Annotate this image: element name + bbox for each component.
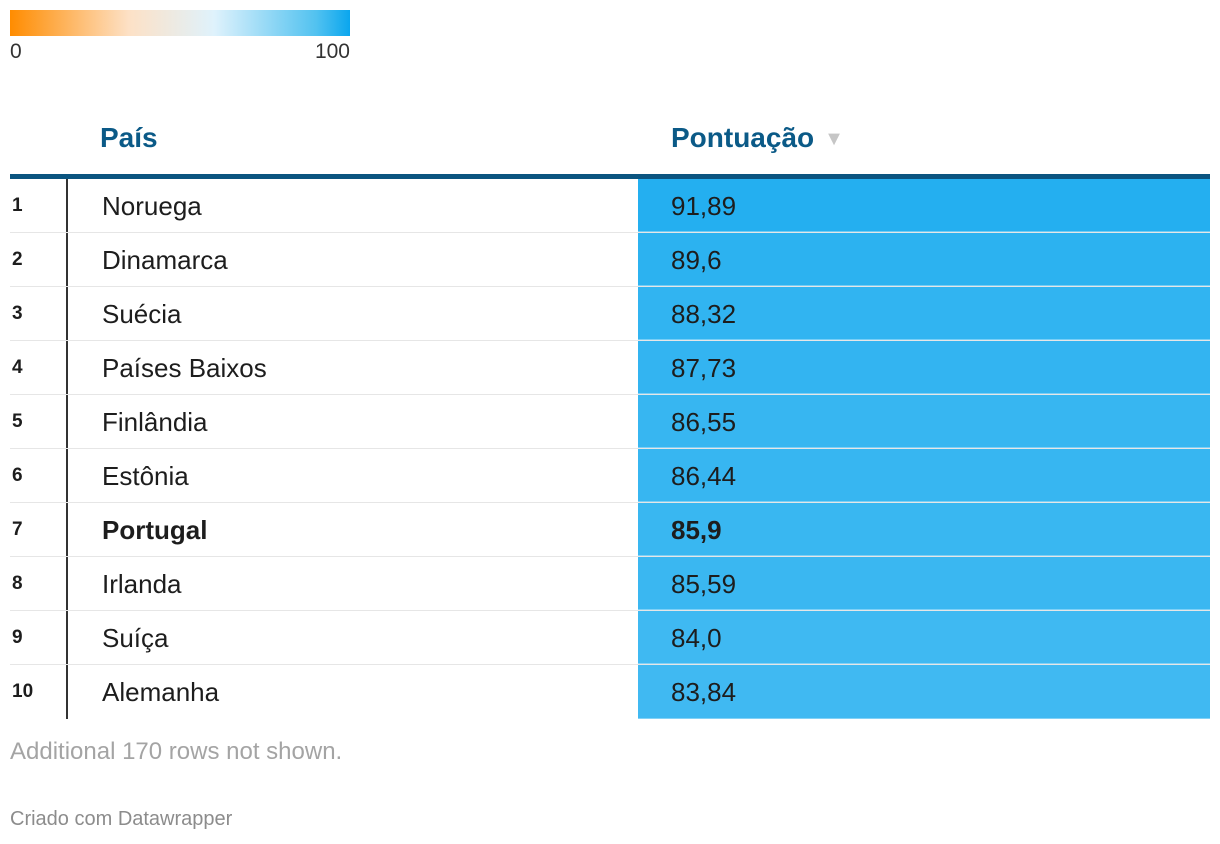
score-column-label: Pontuação [671,122,815,153]
score-heat-cell: 86,44 [638,449,1210,502]
row-score: 86,55 [671,407,737,437]
row-score: 87,73 [671,353,737,383]
row-rank: 10 [10,665,68,719]
row-score: 83,84 [671,677,737,707]
table-row: 10 Alemanha 83,84 [10,665,1210,719]
table-row: 6 Estônia 86,44 [10,449,1210,503]
row-rank: 3 [10,287,68,340]
table-body: 1 Noruega 91,89 2 Dinamarca 89,6 3 Suécia 88,32 4… [10,179,1210,719]
row-country: Dinamarca [102,245,228,275]
ranking-table: País Pontuação ▼ 1 Noruega 91,89 2 Dinamarca… [10,110,1210,719]
row-country: Suécia [102,299,182,329]
row-rank: 6 [10,449,68,502]
row-country: Noruega [102,191,202,221]
row-country: Alemanha [102,677,220,707]
row-country: Suíça [102,623,169,653]
row-country: Finlândia [102,407,208,437]
table-row: 1 Noruega 91,89 [10,179,1210,233]
score-heat-cell: 88,32 [638,287,1210,340]
score-heat-cell: 84,0 [638,611,1210,664]
row-score: 85,9 [671,515,722,545]
legend-gradient-bar [10,10,350,36]
row-score: 91,89 [671,191,737,221]
score-heat-cell: 89,6 [638,233,1210,286]
row-rank: 4 [10,341,68,394]
table-row: 5 Finlândia 86,55 [10,395,1210,449]
row-rank: 7 [10,503,68,556]
row-rank: 8 [10,557,68,610]
row-rank: 5 [10,395,68,448]
row-score: 85,59 [671,569,737,599]
score-column-header[interactable]: Pontuação ▼ [671,122,844,154]
row-country: Irlanda [102,569,182,599]
table-header: País Pontuação ▼ [10,110,1210,179]
table-row: 8 Irlanda 85,59 [10,557,1210,611]
legend-min-label: 0 [10,40,22,63]
datawrapper-credit: Criado com Datawrapper [10,808,233,830]
score-heat-cell: 85,9 [638,503,1210,556]
row-country: Países Baixos [102,353,267,383]
row-rank: 2 [10,233,68,286]
row-country: Estônia [102,461,189,491]
country-column-header[interactable]: País [100,122,158,153]
table-row: 2 Dinamarca 89,6 [10,233,1210,287]
table-row: 7 Portugal 85,9 [10,503,1210,557]
score-heat-cell: 83,84 [638,665,1210,719]
row-country: Portugal [102,515,208,545]
legend-max-label: 100 [314,40,350,63]
score-heat-cell: 87,73 [638,341,1210,394]
sort-descending-icon[interactable]: ▼ [824,127,844,150]
row-score: 89,6 [671,245,722,275]
rows-not-shown-note: Additional 170 rows not shown. [10,738,343,765]
score-heat-cell: 85,59 [638,557,1210,610]
row-score: 86,44 [671,461,737,491]
row-rank: 1 [10,179,68,232]
table-row: 4 Países Baixos 87,73 [10,341,1210,395]
row-score: 88,32 [671,299,737,329]
table-row: 9 Suíça 84,0 [10,611,1210,665]
score-heat-cell: 91,89 [638,179,1210,232]
color-legend: 0 100 [10,10,350,64]
table-row: 3 Suécia 88,32 [10,287,1210,341]
row-rank: 9 [10,611,68,664]
row-score: 84,0 [671,623,722,653]
score-heat-cell: 86,55 [638,395,1210,448]
